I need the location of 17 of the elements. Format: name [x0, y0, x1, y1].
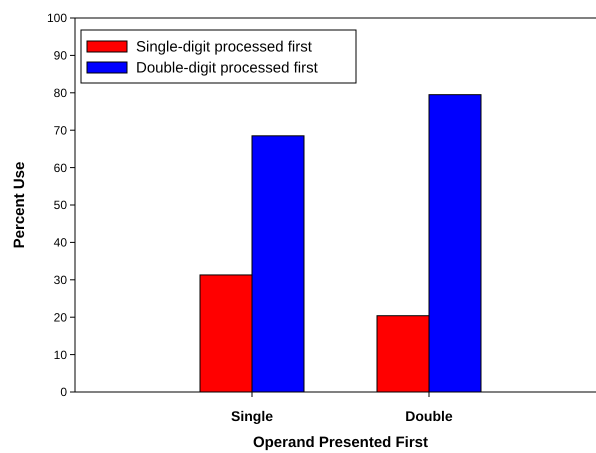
- y-axis-title: Percent Use: [11, 162, 28, 248]
- y-tick-label: 80: [54, 86, 68, 100]
- x-tick-label: Single: [230, 408, 274, 424]
- y-tick-label: 30: [54, 273, 68, 287]
- y-tick-label: 40: [54, 236, 68, 250]
- y-tick-label: 50: [54, 198, 68, 212]
- y-tick-label: 0: [60, 385, 68, 400]
- y-tick-label: 60: [54, 160, 68, 175]
- x-tick-label: Double: [405, 408, 453, 424]
- x-axis-title: Operand Presented First: [252, 434, 428, 451]
- y-tick-label: 10: [54, 348, 68, 362]
- y-tick-label: 70: [54, 123, 68, 138]
- legend-label: Double-digit processed first: [136, 59, 319, 76]
- y-tick-label: 100: [46, 11, 68, 26]
- y-tick-label: 20: [54, 310, 68, 324]
- legend-label: Single-digit processed first: [136, 38, 313, 56]
- y-tick-label: 90: [54, 48, 68, 63]
